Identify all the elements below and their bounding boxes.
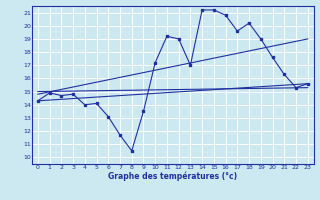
X-axis label: Graphe des températures (°c): Graphe des températures (°c): [108, 171, 237, 181]
